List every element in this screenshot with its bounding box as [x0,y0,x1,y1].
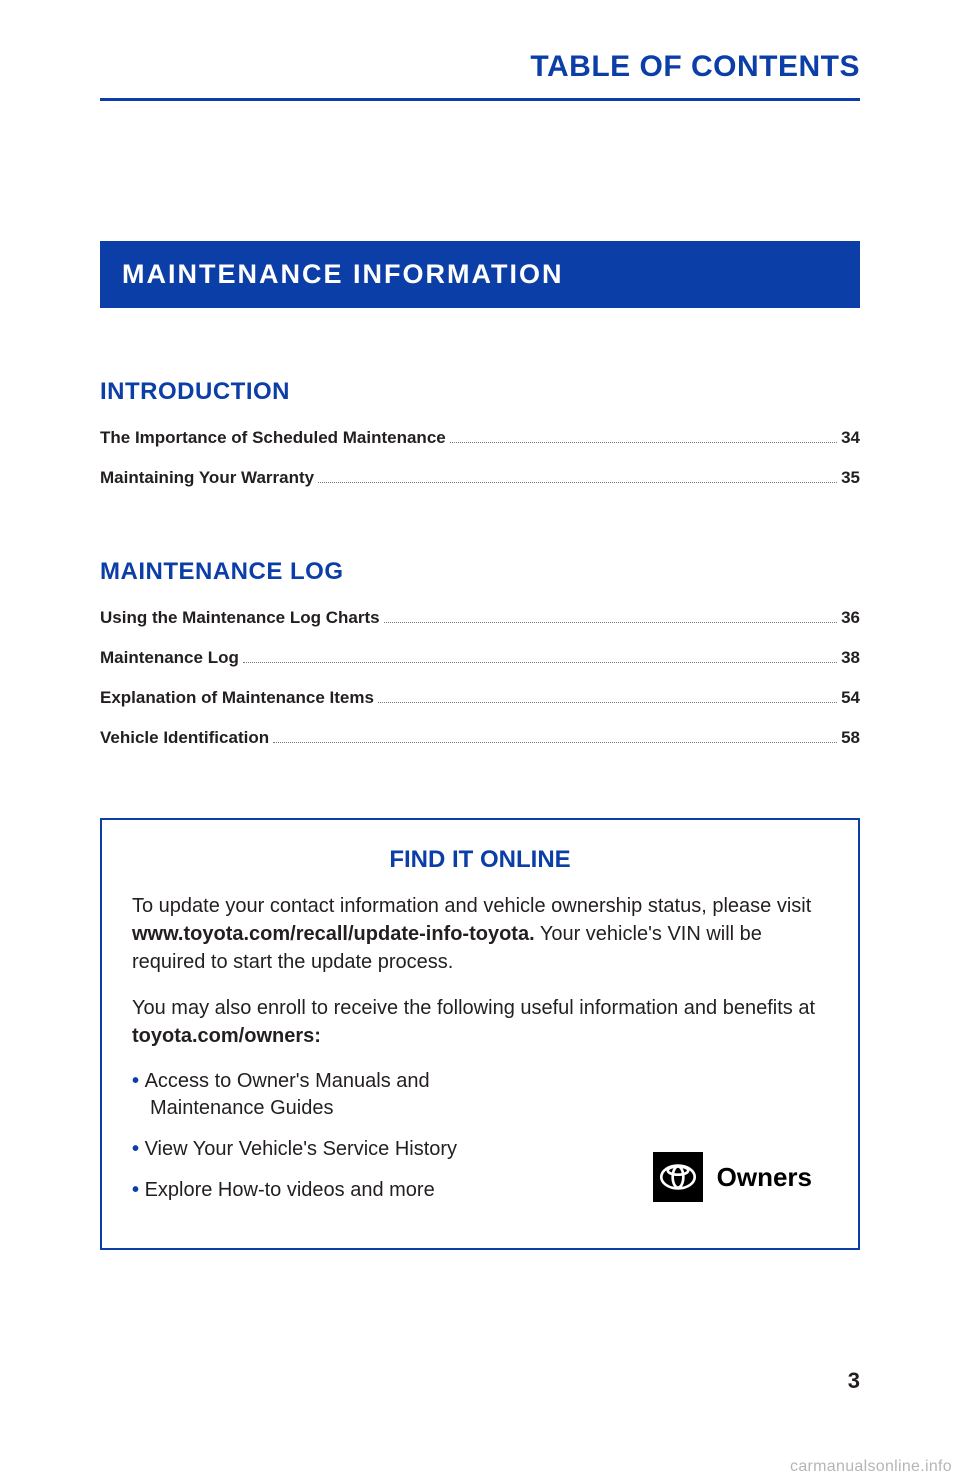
owners-badge: Owners [653,1152,812,1202]
toc-entry: Using the Maintenance Log Charts 36 [100,608,860,628]
toc-entry-label: Using the Maintenance Log Charts [100,608,380,628]
toc-entry-label: Vehicle Identification [100,728,269,748]
callout-url: toyota.com/owners: [132,1025,321,1047]
callout-text: To update your contact information and v… [132,895,811,917]
owners-label: Owners [717,1162,812,1193]
toc-entry: Maintaining Your Warranty 35 [100,468,860,488]
toc-entry-label: Explanation of Maintenance Items [100,688,374,708]
subsection-title: MAINTENANCE LOG [100,558,860,586]
dot-leader [450,442,837,443]
callout-paragraph: To update your contact information and v… [132,892,828,976]
header-title: TABLE OF CONTENTS [100,50,860,84]
dot-leader [378,702,837,703]
callout-bullet-list: Access to Owner's Manuals and Maintenanc… [132,1068,532,1204]
callout-bullet: Explore How-to videos and more [132,1177,532,1204]
toc-section-maintenance-log: MAINTENANCE LOG Using the Maintenance Lo… [100,558,860,748]
toc-entry-page: 36 [841,608,860,628]
dot-leader [273,742,837,743]
toc-entry-label: Maintenance Log [100,648,239,668]
header-rule [100,98,860,101]
watermark: carmanualsonline.info [790,1458,952,1476]
callout-url: www.toyota.com/recall/update-info-toyota… [132,923,535,945]
toc-entry-page: 58 [841,728,860,748]
subsection-title: INTRODUCTION [100,378,860,406]
dot-leader [318,482,837,483]
toc-entry: Maintenance Log 38 [100,648,860,668]
callout-paragraph: You may also enroll to receive the follo… [132,994,828,1050]
toc-entry-page: 38 [841,648,860,668]
toc-entry-page: 34 [841,428,860,448]
callout-bullet: Access to Owner's Manuals and Maintenanc… [132,1068,532,1122]
section-banner: MAINTENANCE INFORMATION [100,241,860,308]
callout-title: FIND IT ONLINE [132,846,828,874]
toc-section-introduction: INTRODUCTION The Importance of Scheduled… [100,378,860,488]
toc-entry-label: The Importance of Scheduled Maintenance [100,428,446,448]
page-number: 3 [848,1368,860,1394]
toc-entry-page: 35 [841,468,860,488]
toc-entry-label: Maintaining Your Warranty [100,468,314,488]
dot-leader [243,662,837,663]
callout-text: You may also enroll to receive the follo… [132,997,815,1019]
toyota-logo-icon [653,1152,703,1202]
find-it-online-callout: FIND IT ONLINE To update your contact in… [100,818,860,1250]
dot-leader [384,622,837,623]
toc-entry: Explanation of Maintenance Items 54 [100,688,860,708]
page: TABLE OF CONTENTS MAINTENANCE INFORMATIO… [0,0,960,1484]
toc-entry-page: 54 [841,688,860,708]
toc-entry: Vehicle Identification 58 [100,728,860,748]
toc-entry: The Importance of Scheduled Maintenance … [100,428,860,448]
callout-bullet: View Your Vehicle's Service History [132,1136,532,1163]
